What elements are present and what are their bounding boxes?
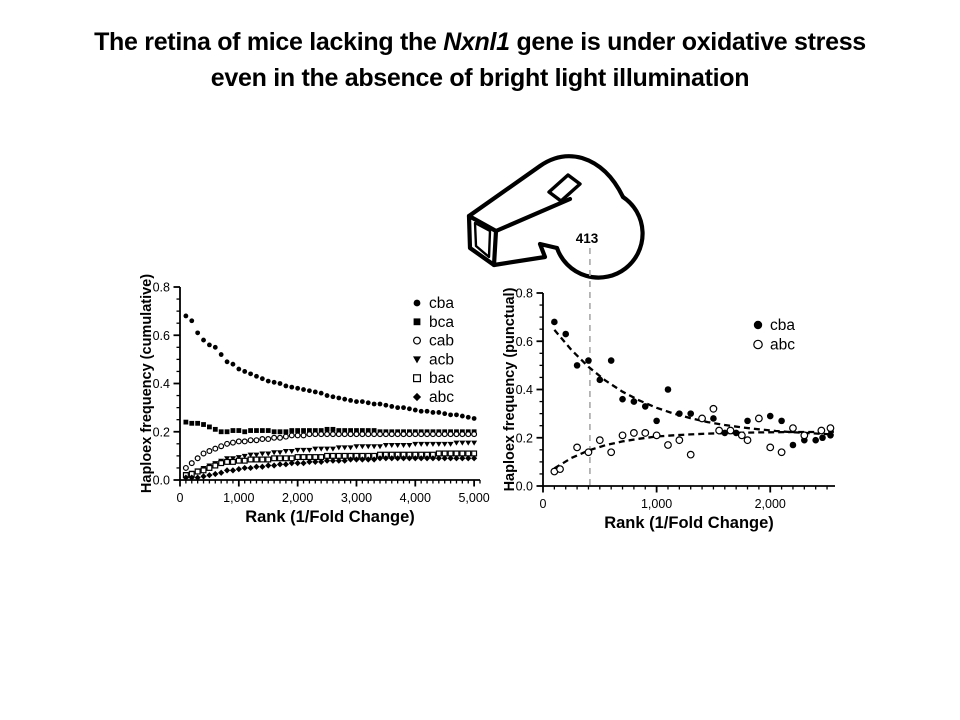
title-line2: even in the absence of bright light illu…: [210, 64, 750, 92]
chart-punctual: 0 1,000 2,000 0.0 0.2 0.4 0.6 0.8 Rank (1/Fold C…: [502, 248, 835, 532]
series-bac: [182, 450, 478, 479]
x-tick-label: 1,000: [641, 497, 672, 511]
x-tick-label: 2,000: [755, 497, 786, 511]
axes: [173, 286, 481, 487]
y-tick-label: 0.8: [153, 281, 170, 295]
series-abc: [182, 455, 478, 481]
y-tick-label: 0.4: [516, 383, 533, 397]
y-tick-label: 0.0: [516, 480, 533, 494]
trend-abc: [553, 430, 834, 470]
legend: cba abc: [753, 317, 795, 354]
whistle-bottom-edge: [491, 241, 560, 268]
x-tick-label: 5,000: [458, 491, 489, 505]
legend-label: acb: [429, 351, 454, 368]
x-axis-label: Rank (1/Fold Change): [245, 508, 415, 526]
x-tick-label: 4,000: [400, 491, 431, 505]
legend-label: abc: [429, 389, 454, 406]
title-line1: The retina of mice lacking the Nxnl1 gen…: [20, 24, 940, 60]
legend-item-bac: bac: [413, 370, 454, 387]
whistle-mouthpiece-outer: [466, 213, 499, 268]
series-cba: [183, 313, 477, 421]
whistle-label: 413: [576, 231, 599, 246]
legend-label: bca: [429, 314, 454, 331]
legend-item-abc: abc: [412, 389, 454, 406]
chart-cumulative: 0 1,000 2,000 3,000 4,000 5,000 0.0 0.2 0.4 0.6 0.…: [139, 274, 490, 526]
legend-item-abc: abc: [753, 337, 795, 354]
x-tick-label: 3,000: [341, 491, 372, 505]
x-tick-label: 0: [540, 497, 547, 511]
legend-item-bca: bca: [413, 314, 454, 331]
y-tick-label: 0.2: [153, 425, 170, 439]
y-tick-label: 0.2: [516, 431, 533, 445]
legend-item-cab: cab: [413, 333, 454, 350]
legend-label: cba: [770, 317, 795, 334]
y-axis-label: Haploex frequency (punctual): [502, 287, 518, 491]
x-axis-label: Rank (1/Fold Change): [604, 514, 774, 532]
title-text-suffix: gene is under oxidative stress: [509, 28, 866, 56]
whistle-mouthpiece-inner: [473, 221, 492, 259]
series-cab: [182, 431, 478, 471]
series-abc: [550, 404, 835, 476]
whistle-illustration: 413: [466, 154, 645, 280]
legend-item-acb: acb: [413, 351, 454, 368]
whistle-top-ridge: [466, 154, 626, 219]
legend-label: abc: [770, 337, 795, 354]
slide-title: The retina of mice lacking the Nxnl1 gen…: [20, 24, 940, 96]
x-tick-label: 0: [177, 491, 184, 505]
y-axis-label: Haploex frequency (cumulative): [139, 274, 155, 493]
whistle-bell-outline: [554, 194, 645, 280]
whistle-slot: [547, 173, 582, 203]
legend-item-cba: cba: [753, 317, 795, 334]
legend-label: bac: [429, 370, 454, 387]
y-tick-label: 0.0: [153, 474, 170, 488]
y-tick-label: 0.6: [516, 335, 533, 349]
title-gene-name: Nxnl1: [443, 28, 510, 56]
title-text-prefix: The retina of mice lacking the: [94, 28, 444, 56]
y-tick-label: 0.4: [153, 377, 170, 391]
legend-label: cba: [429, 295, 454, 312]
y-tick-label: 0.6: [153, 329, 170, 343]
x-tick-label: 2,000: [282, 491, 313, 505]
x-tick-label: 1,000: [223, 491, 254, 505]
axes: [536, 292, 835, 493]
legend-item-cba: cba: [413, 295, 454, 312]
whistle-front-top-edge: [493, 196, 573, 234]
y-tick-label: 0.8: [516, 287, 533, 301]
legend-label: cab: [429, 333, 454, 350]
